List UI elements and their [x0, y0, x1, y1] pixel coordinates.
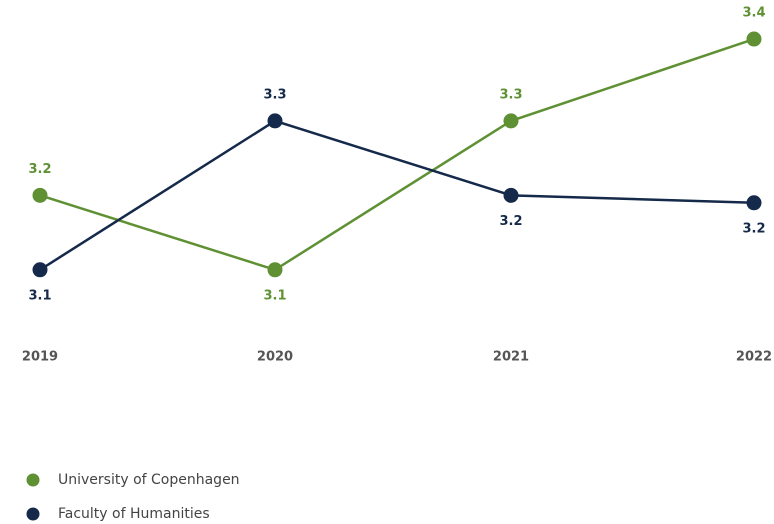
- data-point: [503, 113, 519, 129]
- data-label: 3.1: [28, 288, 51, 303]
- x-tick-label: 2019: [22, 350, 58, 365]
- legend-marker: [26, 473, 40, 487]
- x-tick-label: 2020: [257, 350, 293, 365]
- series-line: [39, 119, 755, 271]
- data-label: 3.2: [499, 214, 522, 229]
- data-label: 3.1: [263, 288, 286, 303]
- series-line: [39, 37, 755, 272]
- data-label: 3.3: [499, 87, 522, 102]
- x-tick-label: 2022: [736, 350, 772, 365]
- data-point: [267, 262, 283, 278]
- data-point: [503, 187, 519, 203]
- data-point: [746, 195, 762, 211]
- data-point: [746, 31, 762, 47]
- legend-label: University of Copenhagen: [58, 472, 240, 488]
- data-label: 3.2: [28, 162, 51, 177]
- legend-marker: [26, 507, 40, 521]
- data-label: 3.2: [742, 221, 765, 236]
- data-label: 3.4: [742, 6, 765, 21]
- x-tick-label: 2021: [493, 350, 529, 365]
- data-point: [32, 262, 48, 278]
- data-point: [267, 113, 283, 129]
- data-label: 3.3: [263, 87, 286, 102]
- data-point: [32, 187, 48, 203]
- legend-label: Faculty of Humanities: [58, 506, 210, 522]
